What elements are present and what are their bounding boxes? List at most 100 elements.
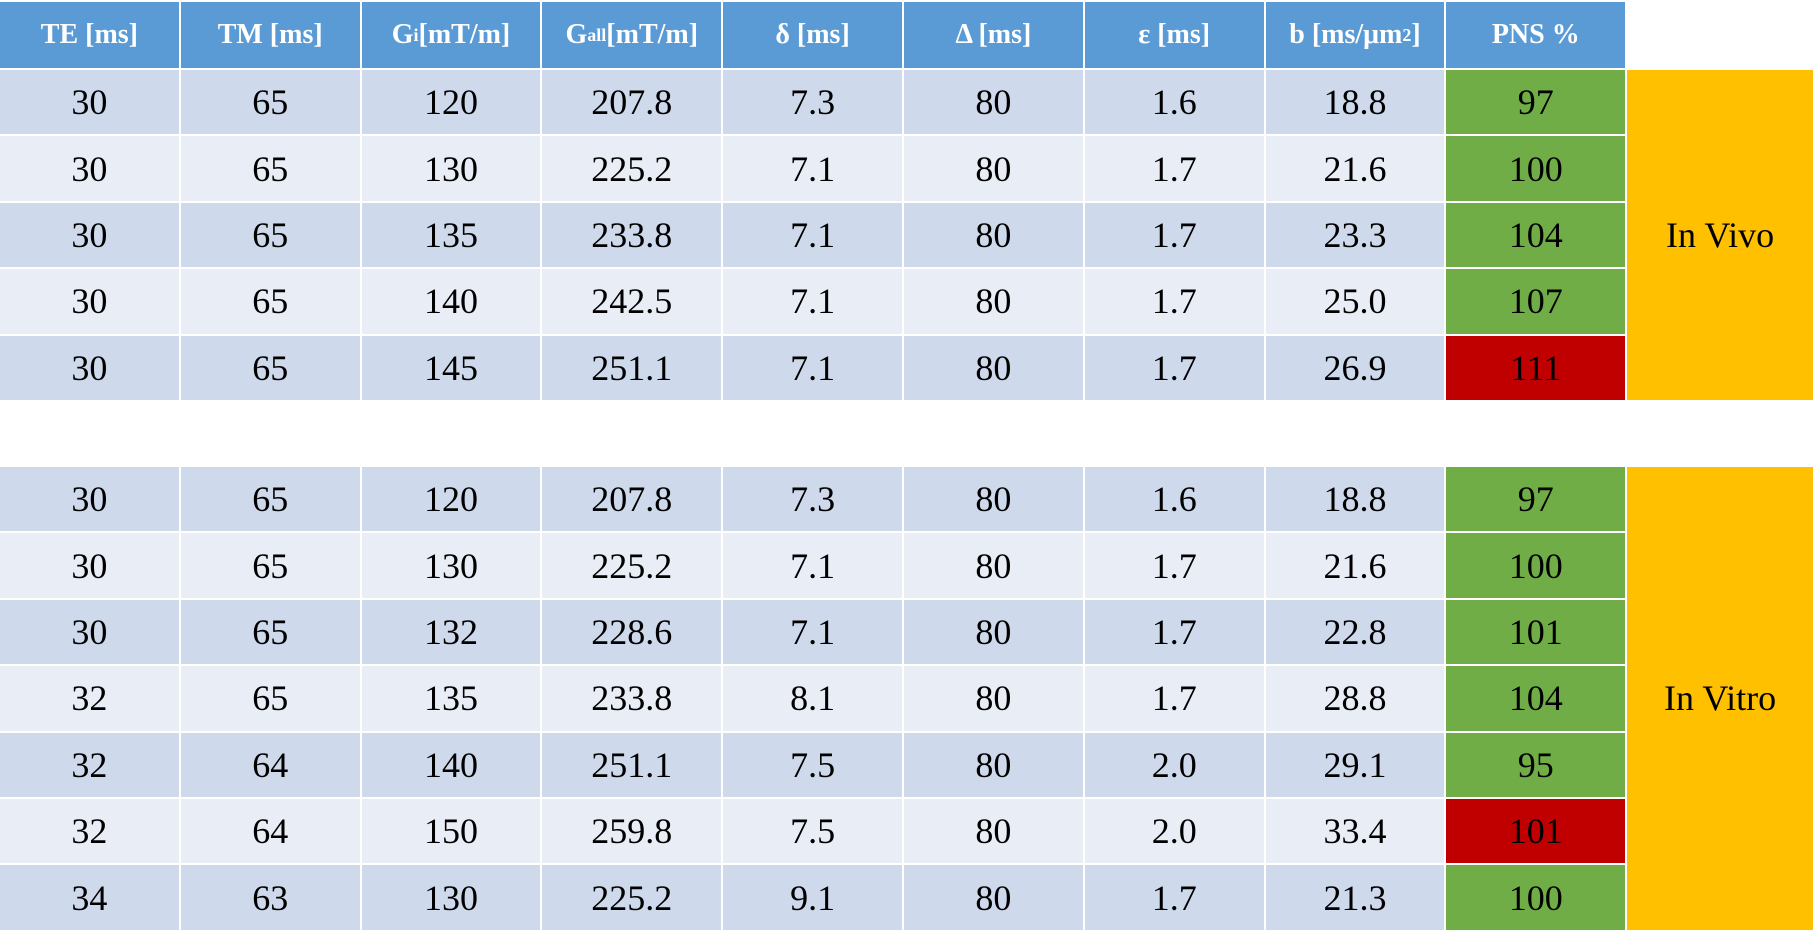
data-cell: 7.5 [723,732,902,797]
data-cell: 80 [904,136,1083,201]
data-cell: 65 [180,335,360,400]
data-cell: 18.8 [1265,70,1445,135]
data-cell: 25.0 [1265,269,1445,334]
data-cell: 34 [0,865,179,930]
data-cell: 1.7 [1084,136,1264,201]
header-text: G [565,19,588,50]
data-cell: 259.8 [542,799,722,864]
pns-cell: 95 [1446,732,1626,797]
data-cell: 80 [904,666,1083,731]
data-cell: 120 [361,70,541,135]
header-cell: ε [ms] [1084,2,1264,68]
pns-cell: 104 [1446,202,1626,268]
data-cell: 30 [0,70,179,135]
data-cell: 7.1 [723,202,902,268]
data-cell: 63 [180,865,360,930]
data-cell: 21.6 [1265,533,1445,598]
data-cell: 225.2 [542,865,722,930]
header-cell: δ [ms] [723,2,902,68]
data-cell: 225.2 [542,136,722,201]
data-cell: 80 [904,732,1083,797]
data-cell: 7.5 [723,799,902,864]
data-cell: 7.1 [723,136,902,201]
data-cell: 140 [361,732,541,797]
data-cell: 80 [904,335,1083,400]
header-text: 2 [1402,24,1412,45]
data-cell: 130 [361,865,541,930]
data-cell: 7.1 [723,599,902,665]
data-cell: 1.7 [1084,335,1264,400]
data-cell: 65 [180,269,360,334]
data-cell: 80 [904,599,1083,665]
data-cell: 21.3 [1265,865,1445,930]
data-cell: 30 [0,335,179,400]
header-cell: b [ms/μm 2] [1265,2,1445,68]
data-cell: 7.1 [723,335,902,400]
data-cell: 233.8 [542,202,722,268]
data-cell: 150 [361,799,541,864]
data-cell: 30 [0,202,179,268]
pns-cell: 101 [1446,599,1626,665]
header-cell: Δ [ms] [904,2,1083,68]
data-cell: 130 [361,136,541,201]
data-cell: 80 [904,70,1083,135]
pns-cell: 101 [1446,799,1626,864]
data-cell: 30 [0,599,179,665]
data-cell: 1.7 [1084,666,1264,731]
data-cell: 1.7 [1084,269,1264,334]
header-text: δ [ms] [775,19,850,50]
data-cell: 7.3 [723,70,902,135]
data-cell: 233.8 [542,666,722,731]
data-cell: 207.8 [542,467,722,532]
data-cell: 23.3 [1265,202,1445,268]
data-cell: 1.6 [1084,467,1264,532]
data-cell: 64 [180,732,360,797]
header-text: i [413,24,419,45]
data-cell: 135 [361,202,541,268]
header-text: TM [ms] [217,19,323,50]
group-label: In Vivo [1627,70,1813,400]
data-cell: 135 [361,666,541,731]
header-cell: PNS % [1446,2,1626,68]
data-cell: 32 [0,666,179,731]
data-cell: 28.8 [1265,666,1445,731]
data-cell: 2.0 [1084,732,1264,797]
data-cell: 26.9 [1265,335,1445,400]
data-cell: 251.1 [542,732,722,797]
data-cell: 30 [0,467,179,532]
pns-cell: 97 [1446,70,1626,135]
pns-cell: 107 [1446,269,1626,334]
header-text: b [ms/μm [1289,19,1403,50]
data-cell: 80 [904,269,1083,334]
data-cell: 22.8 [1265,599,1445,665]
header-cell: TE [ms] [0,2,179,68]
data-cell: 18.8 [1265,467,1445,532]
pns-cell: 100 [1446,865,1626,930]
data-cell: 1.7 [1084,202,1264,268]
data-cell: 120 [361,467,541,532]
header-text: TE [ms] [40,19,139,50]
group-label: In Vitro [1627,467,1813,930]
header-text: G [391,19,414,50]
header-text: Δ [ms] [955,19,1032,50]
header-text: ε [ms] [1138,19,1211,50]
pns-cell: 97 [1446,467,1626,532]
data-cell: 65 [180,666,360,731]
data-cell: 140 [361,269,541,334]
data-cell: 80 [904,865,1083,930]
data-cell: 1.7 [1084,533,1264,598]
data-cell: 33.4 [1265,799,1445,864]
data-cell: 7.1 [723,533,902,598]
data-cell: 145 [361,335,541,400]
data-cell: 30 [0,533,179,598]
header-text: [mT/m] [418,19,511,50]
pns-cell: 100 [1446,136,1626,201]
header-text: all [587,24,607,45]
data-cell: 29.1 [1265,732,1445,797]
header-cell: TM [ms] [180,2,360,68]
data-cell: 65 [180,136,360,201]
data-cell: 30 [0,269,179,334]
data-cell: 30 [0,136,179,201]
